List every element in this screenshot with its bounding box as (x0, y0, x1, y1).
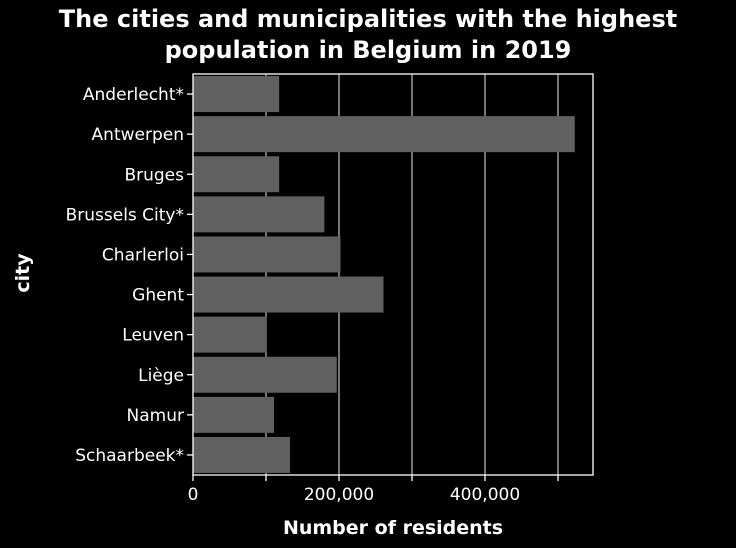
bar-bruges (193, 156, 280, 193)
bar-li-ge (193, 356, 337, 393)
y-tick-label: Anderlecht* (83, 85, 184, 105)
bar-brussels-city (193, 196, 325, 233)
bar-charlerloi (193, 236, 341, 273)
y-tick-label: Charlerloi (102, 245, 184, 265)
y-axis-title: city (12, 253, 34, 293)
y-tick-label: Liège (138, 366, 184, 386)
plot-frame (192, 73, 594, 476)
bar-anderlecht (193, 76, 280, 113)
bar-leuven (193, 316, 267, 353)
x-tick-label: 0 (188, 485, 199, 505)
x-axis-title: Number of residents (283, 517, 503, 539)
bar-namur (193, 396, 275, 433)
y-tick-label: Namur (127, 406, 184, 426)
y-tick-label: Schaarbeek* (75, 446, 184, 466)
bars (193, 76, 575, 473)
y-tick-label: Antwerpen (92, 125, 184, 145)
y-tick-label: Bruges (124, 165, 184, 185)
x-tick-label: 200,000 (304, 485, 374, 505)
y-tick-label: Leuven (122, 326, 184, 346)
chart-title: The cities and municipalities with the h… (0, 4, 736, 66)
axes: Anderlecht* Antwerpen Bruges Brussels City*… (66, 73, 594, 505)
chart-title-line-2: population in Belgium in 2019 (164, 36, 572, 64)
bar-antwerpen (193, 116, 575, 153)
y-tick-label: Ghent (132, 286, 184, 306)
y-tick-label: Brussels City* (66, 205, 184, 225)
chart-title-line-1: The cities and municipalities with the h… (58, 5, 678, 33)
bar-schaarbeek (193, 436, 291, 473)
bar-ghent (193, 276, 384, 313)
x-tick-label: 400,000 (450, 485, 520, 505)
